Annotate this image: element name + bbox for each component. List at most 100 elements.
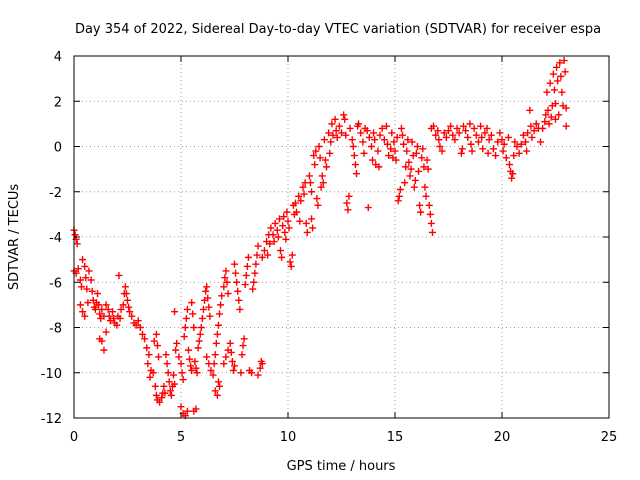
data-point	[554, 77, 562, 85]
data-point	[390, 138, 398, 146]
data-point	[319, 179, 327, 187]
data-point	[432, 131, 440, 139]
data-point	[254, 242, 262, 250]
x-tick-label: 10	[280, 430, 297, 445]
data-point	[438, 147, 446, 155]
data-point	[316, 154, 324, 162]
data-point	[82, 274, 90, 282]
data-point	[442, 133, 450, 141]
data-point	[214, 378, 222, 386]
data-point	[277, 247, 285, 255]
data-point	[333, 133, 341, 141]
data-point	[468, 147, 476, 155]
data-point	[76, 276, 84, 284]
data-point	[269, 231, 277, 239]
data-point	[74, 265, 82, 273]
data-point	[539, 124, 547, 132]
data-point	[545, 120, 553, 128]
data-point	[198, 314, 206, 322]
data-point	[95, 301, 103, 309]
data-point	[273, 226, 281, 234]
data-point	[562, 122, 570, 130]
data-point	[459, 122, 467, 130]
data-point	[79, 256, 87, 264]
data-point	[270, 238, 278, 246]
data-point	[508, 174, 516, 182]
data-point	[166, 387, 174, 395]
data-point	[560, 57, 568, 65]
data-point	[509, 170, 517, 178]
data-point	[410, 183, 418, 191]
data-point	[555, 111, 563, 119]
data-point	[236, 305, 244, 313]
data-point	[487, 131, 495, 139]
data-point	[455, 129, 463, 137]
data-point	[213, 330, 221, 338]
data-point	[398, 131, 406, 139]
data-point	[158, 394, 166, 402]
data-point	[306, 179, 314, 187]
data-point	[81, 262, 89, 270]
data-point	[98, 305, 106, 313]
data-point	[423, 156, 431, 164]
data-point	[499, 147, 507, 155]
y-tick-labels: 4 2 0 -2 -4 -6 -8 -10 -12	[41, 50, 62, 427]
data-point	[338, 129, 345, 137]
data-point	[403, 147, 411, 155]
data-point	[121, 283, 129, 291]
data-point	[122, 290, 130, 298]
data-point	[498, 136, 506, 144]
data-point	[357, 129, 365, 137]
data-point	[199, 305, 207, 313]
data-point	[240, 335, 248, 343]
data-point	[177, 360, 185, 368]
data-point	[553, 63, 561, 71]
data-point	[234, 287, 242, 295]
data-point	[530, 127, 538, 135]
data-point	[119, 301, 127, 309]
data-point	[186, 355, 194, 363]
chart-title: Day 354 of 2022, Sidereal Day-to-day VTE…	[75, 22, 601, 37]
data-point	[216, 310, 224, 318]
x-tick-label: 25	[601, 430, 618, 445]
data-point	[367, 143, 375, 150]
data-point	[163, 360, 171, 368]
data-point	[556, 59, 564, 67]
data-point	[248, 369, 256, 377]
data-point	[88, 287, 96, 295]
data-point	[323, 163, 331, 171]
data-point	[161, 389, 169, 397]
data-point	[146, 373, 154, 381]
data-point	[175, 353, 183, 361]
data-point	[172, 346, 180, 354]
data-point	[391, 147, 399, 155]
data-point	[378, 124, 386, 132]
data-point	[102, 301, 110, 309]
data-point	[425, 201, 433, 209]
data-point	[299, 183, 307, 191]
data-point	[212, 339, 220, 347]
data-point	[254, 371, 262, 379]
data-point	[421, 183, 429, 191]
data-point	[500, 140, 508, 148]
data-point	[552, 115, 559, 123]
data-point	[496, 129, 504, 137]
data-point	[193, 369, 201, 377]
data-point	[407, 165, 415, 173]
data-point	[293, 208, 301, 216]
data-point	[231, 362, 238, 370]
data-point	[422, 192, 430, 200]
data-point	[110, 314, 118, 322]
data-point	[202, 287, 210, 295]
data-point	[296, 217, 304, 225]
y-tick-label: 0	[54, 141, 62, 156]
data-point	[522, 138, 530, 146]
data-point	[150, 337, 158, 345]
data-point	[285, 224, 293, 232]
data-point	[457, 149, 465, 157]
data-point	[489, 145, 497, 153]
data-point	[102, 328, 110, 336]
data-point	[144, 360, 152, 368]
data-point	[196, 330, 204, 338]
data-point	[453, 124, 461, 132]
